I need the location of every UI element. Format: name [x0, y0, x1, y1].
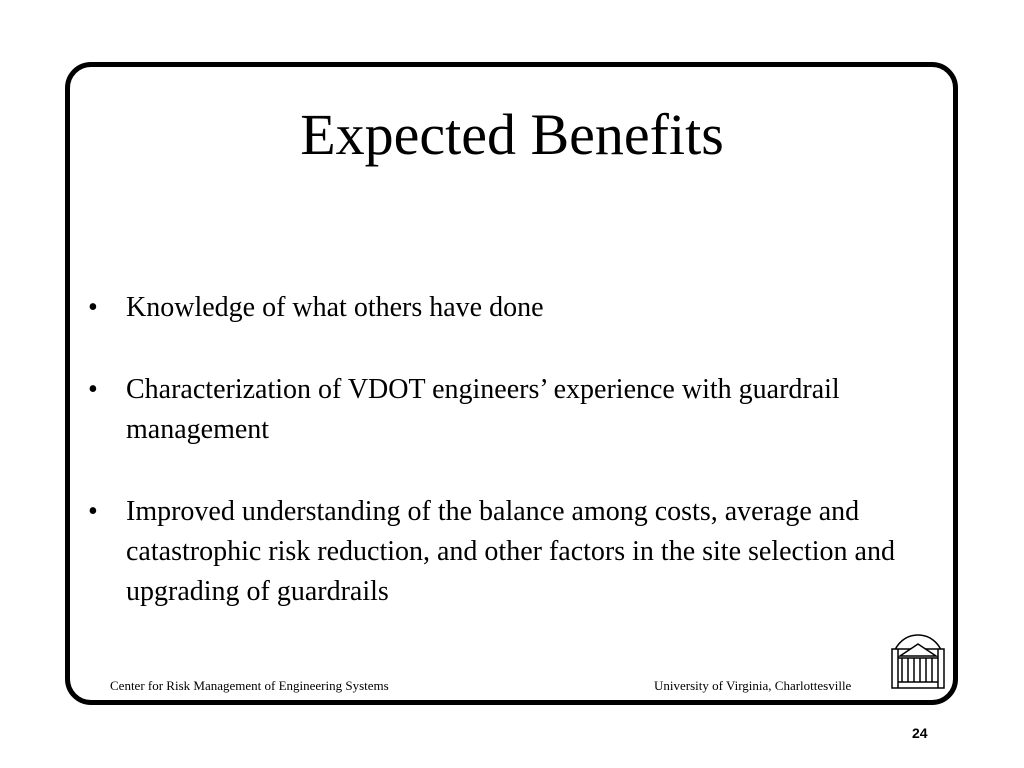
footer-left: Center for Risk Management of Engineerin…	[110, 678, 389, 693]
footer-right: University of Virginia, Charlottesville	[654, 678, 852, 693]
page-number: 24	[912, 725, 928, 741]
bullet-text: Knowledge of what others have done	[126, 292, 544, 323]
bullet-text: Improved understanding of the balance am…	[126, 496, 895, 607]
slide-title: Expected Benefits	[300, 102, 724, 167]
bullet-item: • Improved understanding of the balance …	[88, 492, 928, 612]
bullet-text: Characterization of VDOT engineers’ expe…	[126, 374, 840, 445]
bullet-icon: •	[88, 496, 98, 527]
bullet-icon: •	[88, 374, 98, 405]
slide-frame	[65, 62, 958, 705]
bullet-item: • Knowledge of what others have done	[88, 288, 928, 328]
bullet-icon: •	[88, 292, 98, 323]
bullet-item: • Characterization of VDOT engineers’ ex…	[88, 370, 928, 450]
rotunda-logo-icon	[891, 634, 945, 689]
bullet-list: • Knowledge of what others have done • C…	[88, 288, 928, 654]
